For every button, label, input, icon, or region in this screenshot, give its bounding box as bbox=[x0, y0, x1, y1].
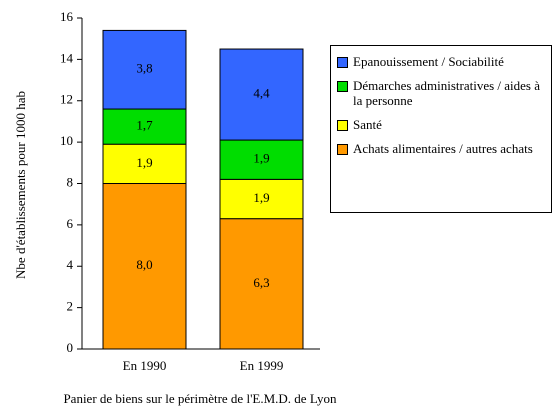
bar-segment bbox=[219, 178, 304, 220]
value-label: 1,9 bbox=[253, 151, 269, 166]
legend-swatch bbox=[337, 81, 348, 92]
legend-label: Epanouissement / Sociabilité bbox=[353, 54, 504, 69]
legend-label: Démarches administratives / aides à la p… bbox=[353, 78, 540, 108]
x-tick-label: En 1990 bbox=[123, 358, 167, 373]
legend-label: Achats alimentaires / autres achats bbox=[353, 141, 533, 156]
legend-swatch bbox=[337, 144, 348, 155]
value-label: 1,9 bbox=[136, 155, 152, 170]
value-label: 1,7 bbox=[136, 118, 153, 133]
y-tick-label: 10 bbox=[60, 133, 73, 148]
y-tick-label: 14 bbox=[60, 50, 74, 65]
bar-segment bbox=[102, 108, 187, 145]
y-tick-label: 4 bbox=[67, 257, 74, 272]
value-label: 3,8 bbox=[136, 61, 152, 76]
legend-entry: Epanouissement / Sociabilité bbox=[337, 54, 545, 69]
legend-label: Santé bbox=[353, 117, 382, 132]
y-tick-label: 0 bbox=[67, 340, 74, 355]
legend: Epanouissement / Sociabilité Démarches ad… bbox=[330, 45, 552, 213]
y-axis-label: Nbe d'établissements pour 1000 hab bbox=[13, 91, 28, 279]
legend-entry: Démarches administratives / aides à la p… bbox=[337, 78, 545, 108]
x-axis-label: Panier de biens sur le périmètre de l'E.… bbox=[63, 391, 337, 406]
value-label: 1,9 bbox=[253, 190, 269, 205]
legend-swatch bbox=[337, 57, 348, 68]
legend-swatch bbox=[337, 120, 348, 131]
x-tick-label: En 1999 bbox=[240, 358, 284, 373]
y-tick-label: 12 bbox=[60, 92, 73, 107]
y-tick-label: 16 bbox=[60, 9, 74, 24]
value-label: 8,0 bbox=[136, 257, 152, 272]
y-tick-label: 6 bbox=[67, 216, 74, 231]
value-label: 6,3 bbox=[253, 275, 269, 290]
y-tick-label: 2 bbox=[67, 299, 74, 314]
value-label: 4,4 bbox=[253, 86, 270, 101]
legend-entry: Santé bbox=[337, 117, 545, 132]
bar-segment bbox=[102, 143, 187, 185]
bar-segment bbox=[102, 29, 187, 110]
bar-segment bbox=[219, 48, 304, 141]
bar-segment bbox=[219, 218, 304, 350]
legend-entry: Achats alimentaires / autres achats bbox=[337, 141, 545, 156]
y-tick-label: 8 bbox=[67, 174, 74, 189]
bar-segment bbox=[102, 183, 187, 350]
